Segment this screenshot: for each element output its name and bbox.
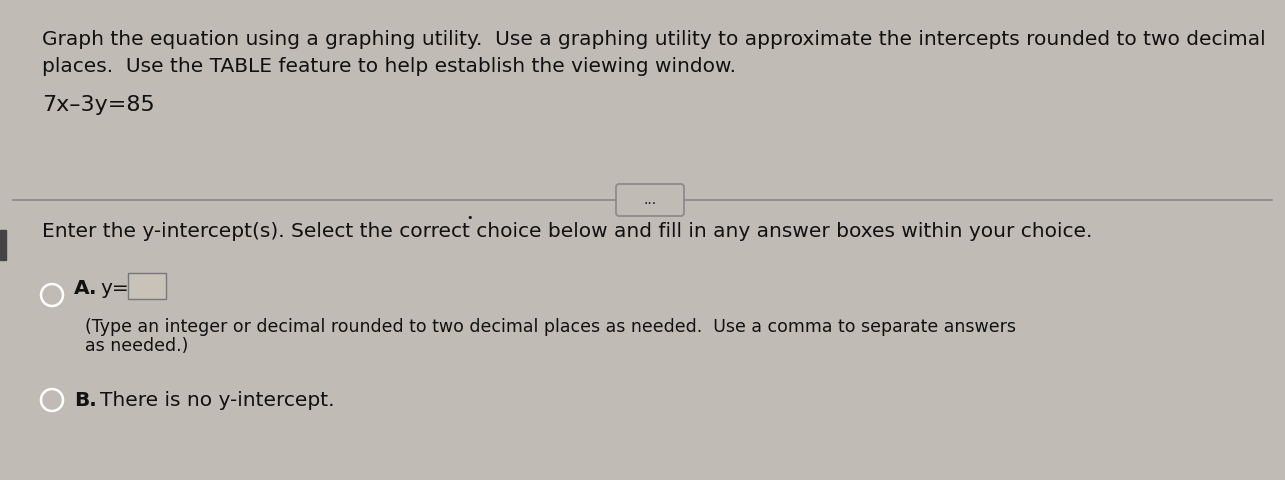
- Text: Graph the equation using a graphing utility.  Use a graphing utility to approxim: Graph the equation using a graphing util…: [42, 30, 1266, 49]
- Text: A.: A.: [75, 278, 98, 298]
- Text: as needed.): as needed.): [85, 337, 189, 355]
- Text: B.: B.: [75, 391, 96, 409]
- Bar: [0, 230, 6, 260]
- FancyBboxPatch shape: [616, 184, 684, 216]
- Text: •: •: [466, 213, 473, 223]
- Text: There is no y-intercept.: There is no y-intercept.: [100, 391, 334, 409]
- Text: (Type an integer or decimal rounded to two decimal places as needed.  Use a comm: (Type an integer or decimal rounded to t…: [85, 318, 1016, 336]
- Text: ...: ...: [644, 193, 657, 207]
- Text: Enter the y-intercept(s). Select the correct choice below and fill in any answer: Enter the y-intercept(s). Select the cor…: [42, 222, 1092, 241]
- Text: 7x–3y=85: 7x–3y=85: [42, 95, 154, 115]
- Bar: [128, 273, 166, 299]
- Text: places.  Use the TABLE feature to help establish the viewing window.: places. Use the TABLE feature to help es…: [42, 57, 736, 76]
- Text: y=: y=: [100, 278, 128, 298]
